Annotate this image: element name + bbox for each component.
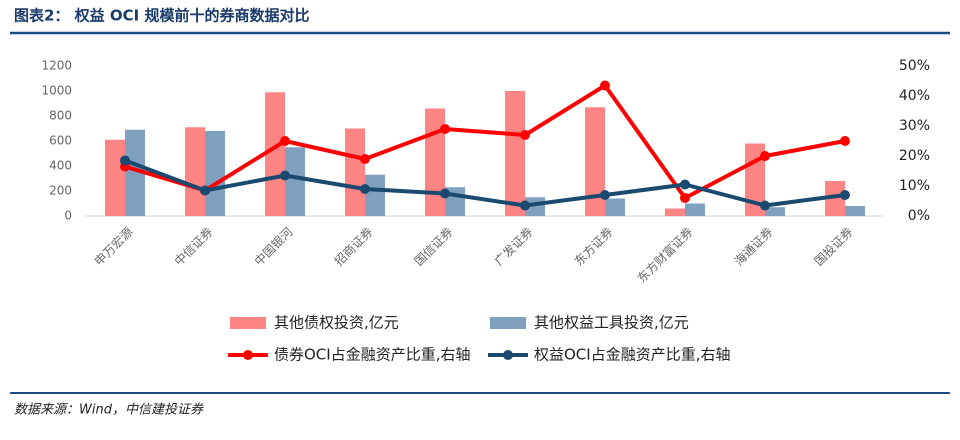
x-tick-label: 东方财富证券 (634, 224, 696, 286)
line-marker (440, 124, 450, 134)
line-marker (760, 151, 770, 161)
y2-tick-label: 40% (899, 88, 930, 104)
bar (345, 128, 365, 216)
bar (825, 181, 845, 216)
bar (425, 108, 445, 216)
line-marker (120, 155, 130, 166)
bar (365, 174, 385, 216)
chart-title: 图表2： 权益 OCI 规模前十的券商数据对比 (14, 7, 309, 25)
line-marker (360, 184, 370, 194)
line-marker (600, 80, 610, 91)
bar (185, 127, 205, 216)
legend-label: 债券OCI占金融资产比重,右轴 (274, 346, 470, 364)
bar (205, 131, 225, 216)
bar (765, 207, 785, 216)
y-tick-label: 1000 (41, 84, 72, 98)
line-series (124, 83, 846, 200)
legend-label: 其他权益工具投资,亿元 (534, 314, 689, 332)
line-marker (840, 136, 850, 146)
line-marker (280, 136, 290, 146)
line-marker (520, 200, 530, 211)
bar (105, 139, 125, 216)
x-tick-label: 中国银河 (251, 224, 296, 269)
x-tick-label: 广发证券 (491, 224, 536, 269)
bar (665, 208, 685, 216)
bar (845, 206, 865, 216)
y2-tick-label: 30% (899, 118, 930, 134)
legend-swatch (230, 317, 266, 329)
line-marker (280, 170, 290, 181)
y2-tick-label: 20% (899, 148, 930, 164)
y-tick-label: 1200 (41, 59, 72, 73)
legend-swatch (503, 350, 513, 360)
line-marker (200, 185, 210, 196)
y-tick-label: 600 (49, 134, 72, 148)
line-marker (520, 130, 530, 140)
y-tick-label: 400 (49, 159, 72, 173)
x-tick-label: 国投证券 (811, 224, 856, 269)
x-tick-label: 国信证券 (411, 224, 456, 269)
source-note: 数据来源：Wind，中信建投证券 (14, 403, 204, 418)
line-series (124, 158, 846, 208)
legend-label: 权益OCI占金融资产比重,右轴 (534, 346, 730, 364)
y2-tick-label: 0% (908, 208, 930, 224)
x-tick-label: 招商证券 (331, 224, 376, 269)
line-marker (840, 190, 850, 200)
y-tick-label: 200 (49, 184, 72, 198)
bar (585, 107, 605, 216)
bar (605, 198, 625, 216)
legend-label: 其他债权投资,亿元 (274, 314, 399, 332)
y2-tick-label: 50% (899, 58, 930, 74)
x-tick-label: 海通证券 (731, 224, 776, 269)
y-tick-label: 0 (64, 209, 72, 223)
legend-swatch (243, 350, 253, 360)
line-marker (680, 179, 690, 190)
bar (505, 91, 525, 216)
line-marker (760, 200, 770, 211)
x-tick-label: 中信证券 (171, 224, 216, 269)
line-marker (680, 193, 690, 203)
bar (265, 92, 285, 216)
line-marker (360, 154, 370, 164)
bar (685, 203, 705, 216)
line-marker (600, 190, 610, 200)
legend-swatch (490, 317, 526, 329)
x-tick-label: 东方证券 (571, 224, 616, 269)
line-marker (440, 188, 450, 199)
bar (285, 147, 305, 216)
y-tick-label: 800 (49, 109, 72, 123)
x-tick-label: 申万宏源 (91, 224, 136, 269)
bar (125, 129, 145, 216)
y2-tick-label: 10% (899, 178, 930, 194)
